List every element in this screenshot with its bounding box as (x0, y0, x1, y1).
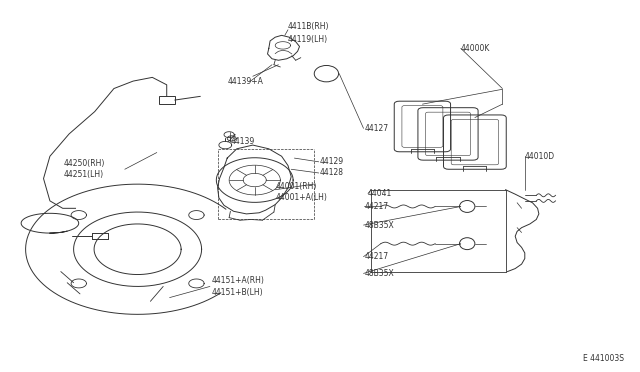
Text: 44119(LH): 44119(LH) (288, 35, 328, 44)
Text: 44139+A: 44139+A (227, 77, 263, 86)
Text: 44010D: 44010D (525, 152, 555, 161)
Text: 44251(LH): 44251(LH) (64, 170, 104, 179)
Text: 44127: 44127 (365, 124, 389, 133)
Text: 44001(RH): 44001(RH) (275, 182, 317, 190)
Text: 44151+B(LH): 44151+B(LH) (211, 288, 263, 296)
Text: 48B35X: 48B35X (365, 221, 394, 230)
Text: 44151+A(RH): 44151+A(RH) (211, 276, 264, 285)
Text: 4411B(RH): 4411B(RH) (288, 22, 330, 31)
Bar (159, 96, 175, 104)
Text: 44000K: 44000K (461, 44, 490, 53)
Text: 44217: 44217 (365, 252, 389, 261)
Text: 44001+A(LH): 44001+A(LH) (275, 193, 327, 202)
Text: 44139: 44139 (230, 137, 255, 146)
Text: 44129: 44129 (320, 157, 344, 166)
Text: 44128: 44128 (320, 169, 344, 177)
Text: 44250(RH): 44250(RH) (64, 159, 106, 168)
Text: 44217: 44217 (365, 202, 389, 211)
Text: 48B35X: 48B35X (365, 269, 394, 278)
Text: 44041: 44041 (368, 189, 392, 198)
Text: E 441003S: E 441003S (583, 354, 624, 363)
